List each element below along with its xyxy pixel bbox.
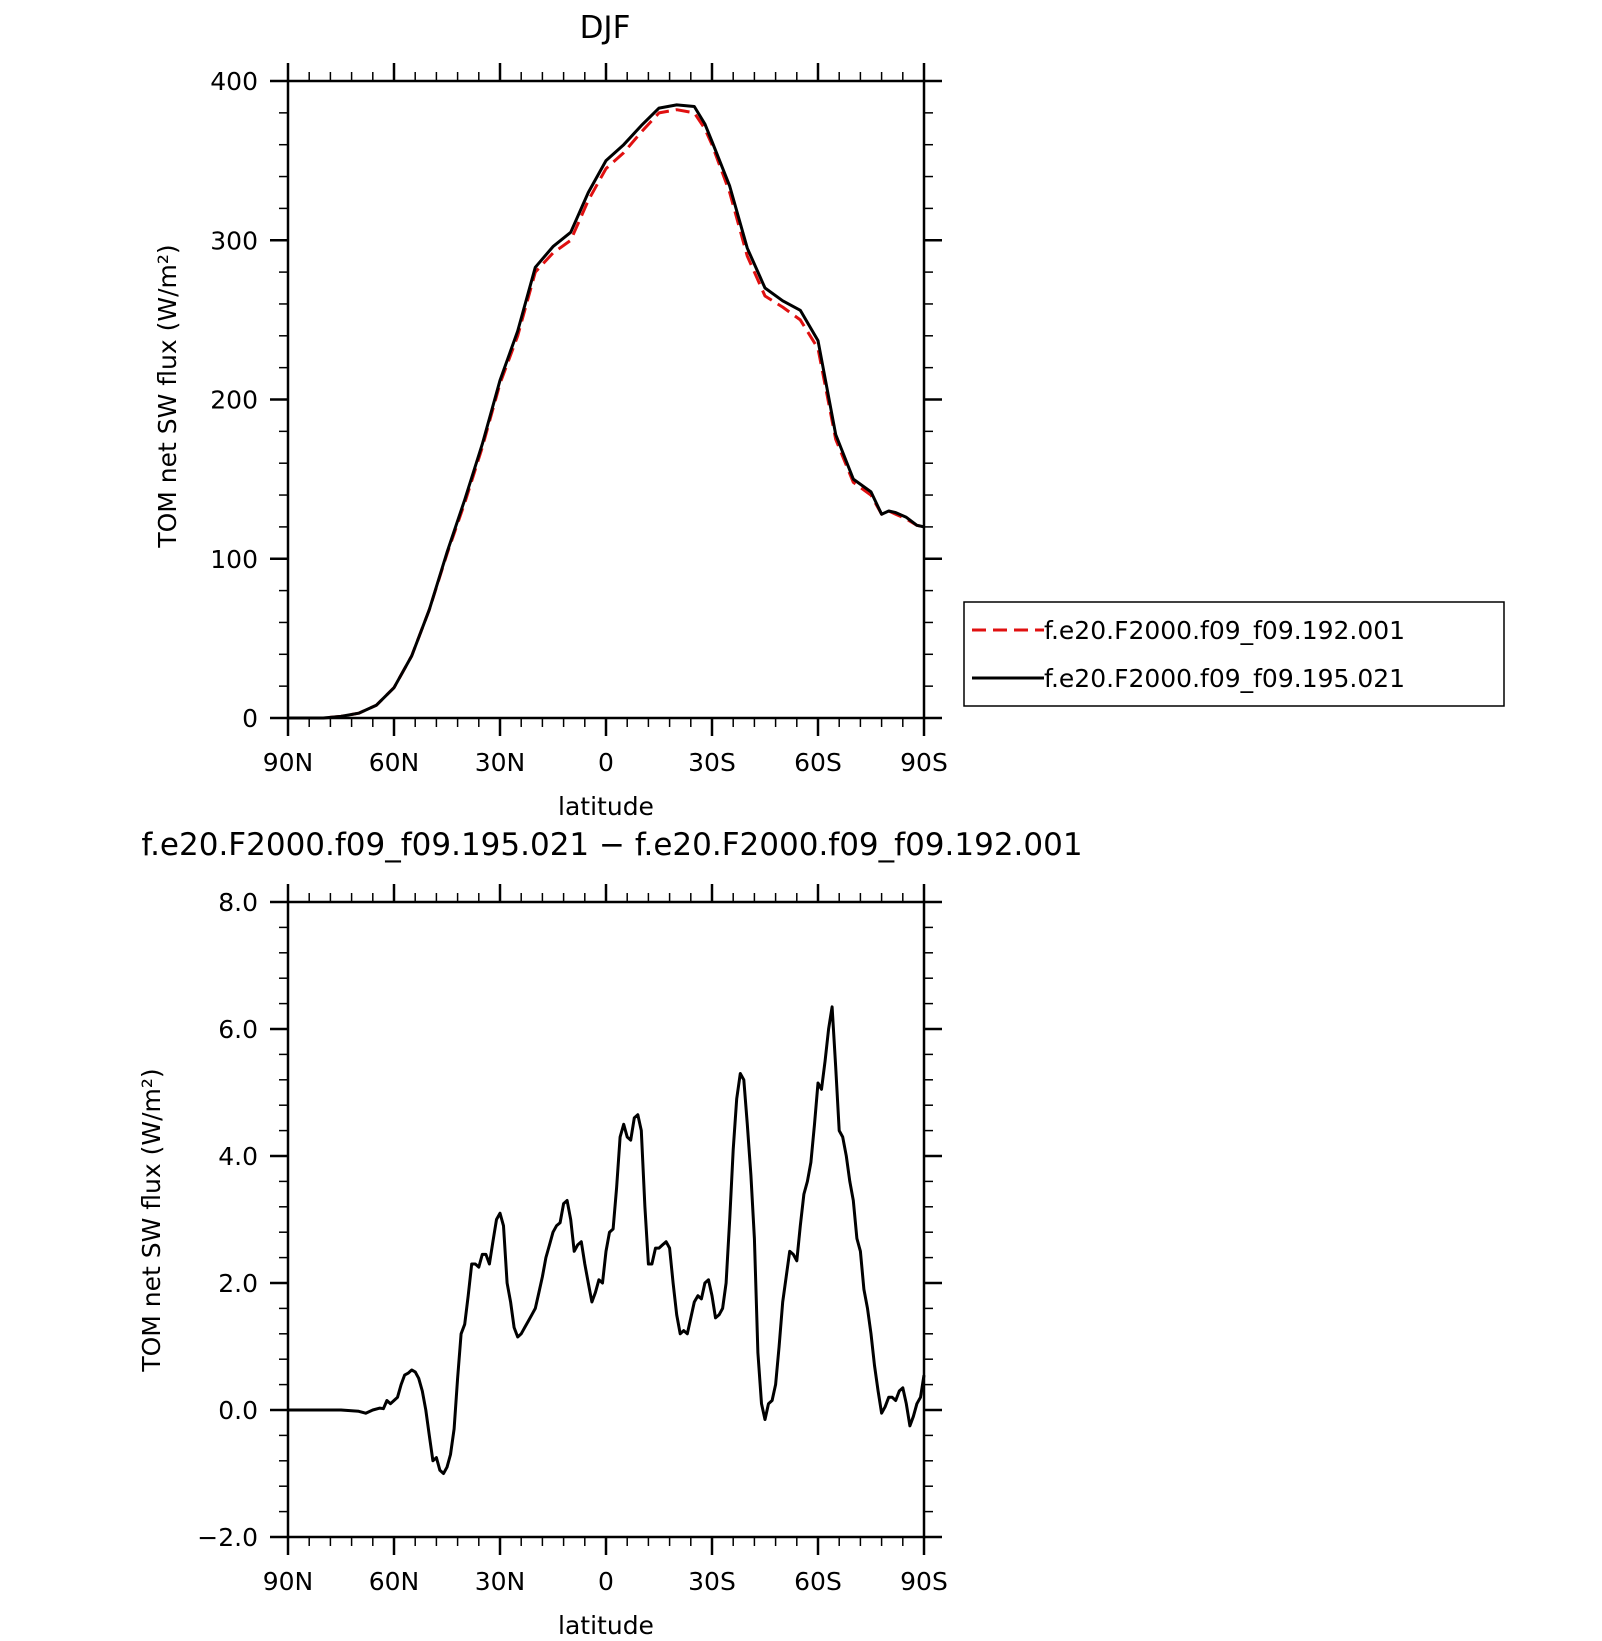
top-panel-x-tick-labels: 90N 60N 30N 0 30S 60S 90S (263, 748, 948, 777)
x-tick-label: 90N (263, 748, 314, 777)
bottom-panel-y-axis-label: TOM net SW flux (W/m²) (137, 1068, 166, 1372)
x-tick-label: 30N (475, 748, 526, 777)
bottom-panel-x-axis-label: latitude (558, 1611, 654, 1640)
y-tick-label: 100 (210, 545, 258, 574)
legend-label-192: f.e20.F2000.f09_f09.192.001 (1044, 616, 1405, 645)
bottom-panel: f.e20.F2000.f09_f09.195.021 − f.e20.F200… (137, 827, 1083, 1640)
x-tick-label: 60N (369, 1567, 420, 1596)
x-tick-label: 0 (598, 1567, 614, 1596)
bottom-panel-y-tick-labels: −2.0 0.0 2.0 4.0 6.0 8.0 (197, 888, 258, 1552)
legend: f.e20.F2000.f09_f09.192.001 f.e20.F2000.… (963, 601, 1505, 707)
x-tick-label: 90S (900, 748, 948, 777)
series-line-1-0 (288, 1005, 926, 1475)
bottom-panel-ticks (270, 884, 942, 1555)
x-tick-label: 60N (369, 748, 420, 777)
y-tick-label: 300 (210, 226, 258, 255)
top-panel-x-axis-label: latitude (558, 792, 654, 821)
x-tick-label: 30S (688, 1567, 736, 1596)
series-line-0-1 (288, 103, 925, 720)
x-tick-label: 90N (263, 1567, 314, 1596)
y-tick-label: 400 (210, 67, 258, 96)
top-panel: DJF 90N 60N 30N 0 30S 60S 90S 0 100 200 300 400 la… (153, 10, 1505, 821)
y-tick-label: 4.0 (218, 1142, 258, 1171)
y-tick-label: 200 (210, 386, 258, 415)
bottom-panel-x-tick-labels: 90N 60N 30N 0 30S 60S 90S (263, 1567, 948, 1596)
y-tick-label: 2.0 (218, 1269, 258, 1298)
x-tick-label: 60S (794, 1567, 842, 1596)
top-panel-y-tick-labels: 0 100 200 300 400 (210, 67, 258, 733)
bottom-panel-title: f.e20.F2000.f09_f09.195.021 − f.e20.F200… (141, 827, 1082, 863)
bottom-panel-frame (286, 900, 926, 1539)
series-line-0-0 (288, 108, 925, 720)
top-panel-frame (286, 79, 926, 720)
x-tick-label: 30S (688, 748, 736, 777)
x-tick-label: 60S (794, 748, 842, 777)
y-tick-label: 0 (242, 704, 258, 733)
y-tick-label: 6.0 (218, 1015, 258, 1044)
top-panel-series (288, 103, 925, 720)
top-panel-title: DJF (580, 10, 631, 46)
top-panel-y-axis-label: TOM net SW flux (W/m²) (153, 244, 182, 548)
y-tick-label: −2.0 (197, 1523, 258, 1552)
x-tick-label: 90S (900, 1567, 948, 1596)
bottom-panel-series (288, 1005, 926, 1475)
legend-box (963, 601, 1505, 707)
top-panel-ticks (270, 63, 942, 736)
legend-label-195: f.e20.F2000.f09_f09.195.021 (1044, 664, 1405, 693)
y-tick-label: 0.0 (218, 1396, 258, 1425)
y-tick-label: 8.0 (218, 888, 258, 917)
x-tick-label: 30N (475, 1567, 526, 1596)
x-tick-label: 0 (598, 748, 614, 777)
